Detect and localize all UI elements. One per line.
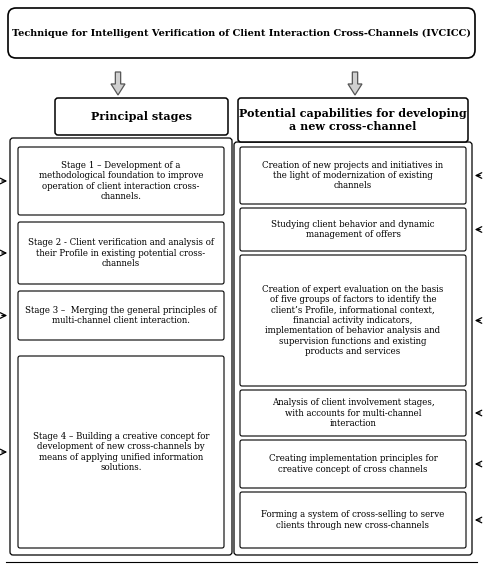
FancyBboxPatch shape [234, 142, 472, 555]
FancyBboxPatch shape [240, 440, 466, 488]
Text: Studying client behavior and dynamic
management of offers: Studying client behavior and dynamic man… [271, 220, 435, 239]
FancyBboxPatch shape [238, 98, 468, 142]
FancyBboxPatch shape [240, 255, 466, 386]
FancyBboxPatch shape [240, 208, 466, 251]
Text: Creation of expert evaluation on the basis
of five groups of factors to identify: Creation of expert evaluation on the bas… [262, 285, 444, 356]
FancyBboxPatch shape [18, 356, 224, 548]
Text: Analysis of client involvement stages,
with accounts for multi-channel
interacti: Analysis of client involvement stages, w… [271, 398, 434, 428]
Text: Stage 1 – Development of a
methodological foundation to improve
operation of cli: Stage 1 – Development of a methodologica… [39, 161, 203, 201]
Text: Forming a system of cross-selling to serve
clients through new cross-channels: Forming a system of cross-selling to ser… [261, 510, 445, 530]
FancyBboxPatch shape [8, 8, 475, 58]
Text: Creating implementation principles for
creative concept of cross channels: Creating implementation principles for c… [269, 454, 438, 474]
FancyBboxPatch shape [10, 138, 232, 555]
FancyBboxPatch shape [240, 492, 466, 548]
FancyBboxPatch shape [55, 98, 228, 135]
Text: Principal stages: Principal stages [91, 111, 192, 122]
FancyBboxPatch shape [18, 222, 224, 284]
Text: Technique for Intelligent Verification of Client Interaction Cross-Channels (IVC: Technique for Intelligent Verification o… [12, 28, 471, 38]
Text: Stage 3 –  Merging the general principles of
multi-channel client interaction.: Stage 3 – Merging the general principles… [25, 306, 217, 325]
Polygon shape [111, 72, 125, 95]
Text: Creation of new projects and initiatives in
the light of modernization of existi: Creation of new projects and initiatives… [262, 161, 443, 190]
FancyBboxPatch shape [240, 147, 466, 204]
FancyBboxPatch shape [18, 291, 224, 340]
Polygon shape [348, 72, 362, 95]
Text: Stage 2 - Client verification and analysis of
their Profile in existing potentia: Stage 2 - Client verification and analys… [28, 238, 214, 268]
Text: Stage 4 – Building a creative concept for
development of new cross-channels by
m: Stage 4 – Building a creative concept fo… [33, 432, 209, 472]
Text: Potential capabilities for developing
a new cross-channel: Potential capabilities for developing a … [239, 108, 467, 132]
FancyBboxPatch shape [240, 390, 466, 436]
FancyBboxPatch shape [18, 147, 224, 215]
